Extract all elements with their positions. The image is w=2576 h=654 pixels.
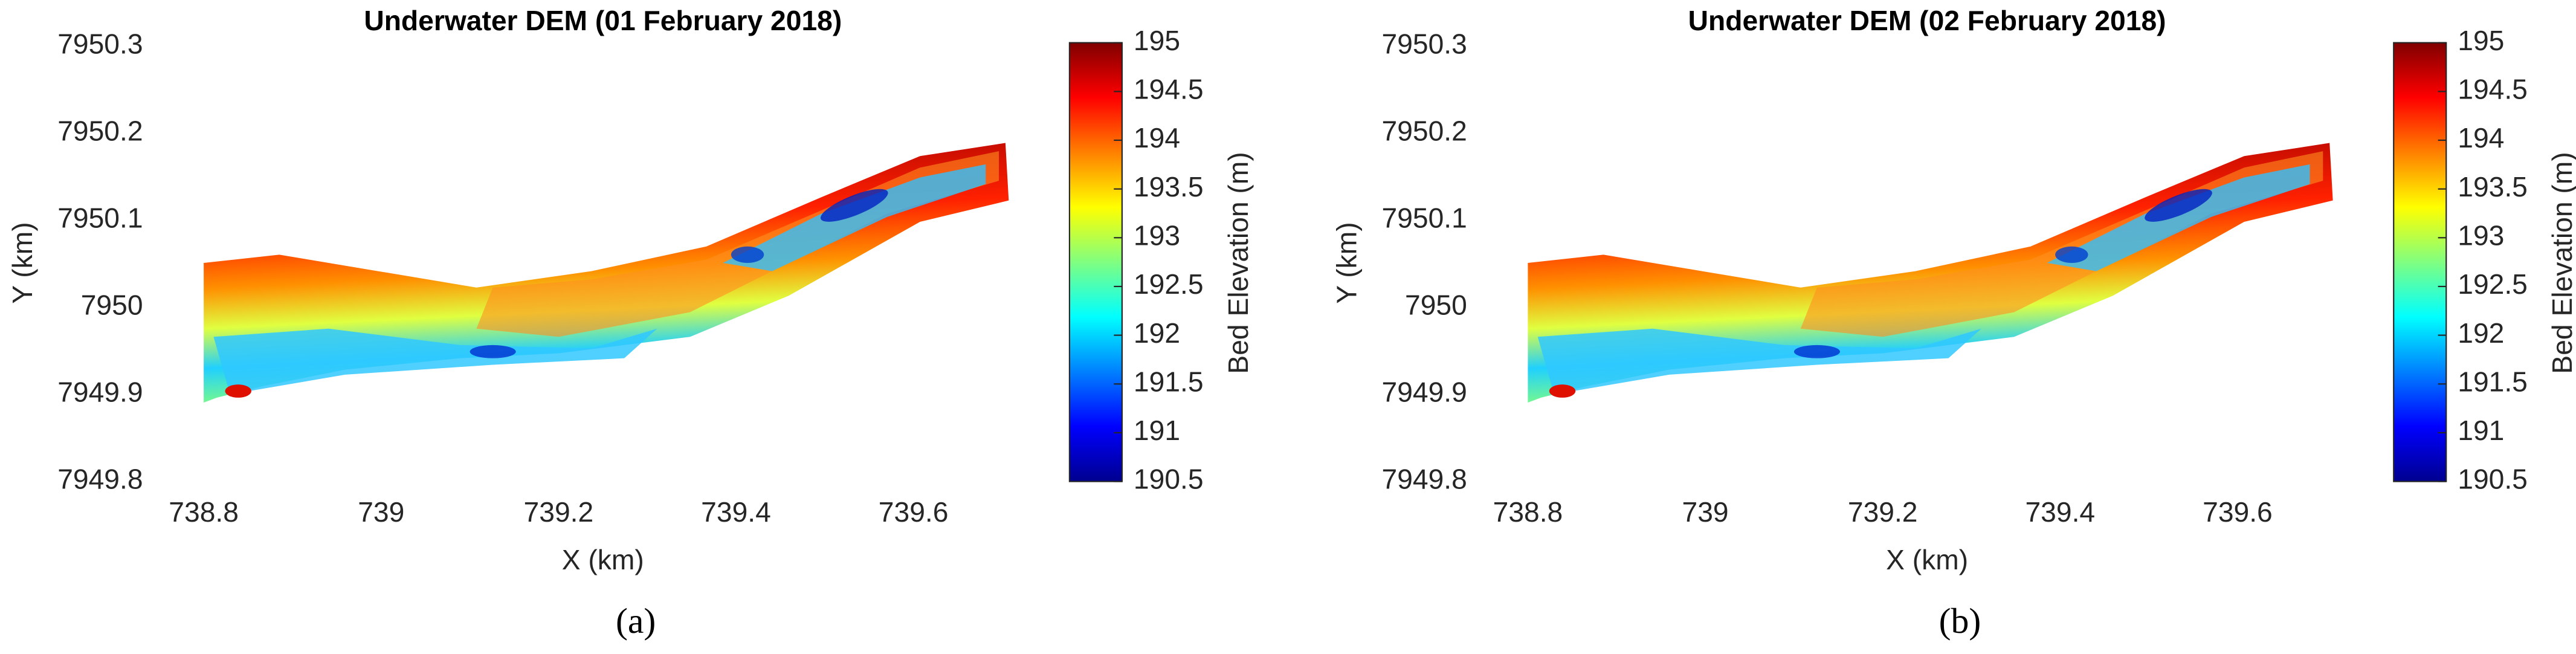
y-tick-label: 7949.8 xyxy=(57,464,143,495)
y-tick-label: 7949.9 xyxy=(1382,377,1467,408)
y-axis-label: Y (km) xyxy=(1331,222,1362,303)
y-tick-label: 7950.2 xyxy=(1382,115,1467,146)
x-tick-label: 739.6 xyxy=(2203,496,2273,528)
y-tick-label: 7949.8 xyxy=(1382,464,1467,495)
colorbar-tick-label: 193.5 xyxy=(2458,171,2528,202)
y-axis-label: Y (km) xyxy=(7,222,38,303)
x-tick-label: 738.8 xyxy=(1493,496,1563,528)
y-tick-label: 7950.3 xyxy=(57,28,143,59)
panel-label: (a) xyxy=(616,601,656,641)
y-tick-label: 7950.2 xyxy=(57,115,143,146)
x-tick-label: 739.6 xyxy=(879,496,949,528)
colorbar-label: Bed Elevation (m) xyxy=(1222,152,1254,374)
dem-surface xyxy=(204,143,1009,403)
x-tick-label: 739 xyxy=(358,496,404,528)
colorbar-tick-label: 191 xyxy=(2458,415,2504,446)
x-tick-label: 739 xyxy=(1682,496,1729,528)
panel: Underwater DEM (02 February 2018) 738.8 73… xyxy=(1331,5,2576,641)
colorbar-tick-label: 194 xyxy=(1134,122,1180,154)
panel: Underwater DEM (01 February 2018) 738.8 73… xyxy=(7,5,1254,641)
x-tick-label: 739.2 xyxy=(1848,496,1918,528)
colorbar-tick-label: 193.5 xyxy=(1134,171,1204,202)
colorbar-tick-label: 194 xyxy=(2458,122,2504,154)
dem-surface xyxy=(1528,143,2333,403)
chart-title: Underwater DEM (01 February 2018) xyxy=(364,5,842,36)
colorbar-tick-label: 190.5 xyxy=(1134,464,1204,495)
colorbar-label: Bed Elevation (m) xyxy=(2546,152,2576,374)
x-tick-label: 739.2 xyxy=(524,496,594,528)
colorbar-tick-label: 194.5 xyxy=(1134,74,1204,105)
x-tick-label: 738.8 xyxy=(169,496,239,528)
colorbar-tick-label: 192 xyxy=(2458,317,2504,349)
x-axis-label: X (km) xyxy=(562,544,644,575)
y-tick-label: 7950.1 xyxy=(1382,202,1467,233)
chart-title: Underwater DEM (02 February 2018) xyxy=(1688,5,2166,36)
colorbar xyxy=(2393,42,2447,482)
colorbar-tick-label: 195 xyxy=(2458,25,2504,56)
x-axis-label: X (km) xyxy=(1886,544,1968,575)
colorbar-tick-label: 190.5 xyxy=(2458,464,2528,495)
y-tick-label: 7950.3 xyxy=(1382,28,1467,59)
y-tick-label: 7950 xyxy=(81,290,143,321)
colorbar-tick-label: 191.5 xyxy=(1134,366,1204,397)
y-tick-label: 7949.9 xyxy=(57,377,143,408)
colorbar-tick-label: 192.5 xyxy=(2458,268,2528,300)
colorbar-tick-label: 194.5 xyxy=(2458,74,2528,105)
x-tick-label: 739.4 xyxy=(701,496,771,528)
colorbar-tick-label: 195 xyxy=(1134,25,1180,56)
colorbar xyxy=(1068,42,1123,482)
colorbar-tick-label: 192 xyxy=(1134,317,1180,349)
panel-label: (b) xyxy=(1939,601,1981,641)
colorbar-tick-label: 191.5 xyxy=(2458,366,2528,397)
x-tick-label: 739.4 xyxy=(2025,496,2095,528)
y-tick-label: 7950.1 xyxy=(57,202,143,233)
colorbar-tick-label: 193 xyxy=(2458,219,2504,251)
colorbar-tick-label: 192.5 xyxy=(1134,268,1204,300)
colorbar-tick-label: 193 xyxy=(1134,219,1180,251)
colorbar-tick-label: 191 xyxy=(1134,415,1180,446)
y-tick-label: 7950 xyxy=(1405,290,1467,321)
